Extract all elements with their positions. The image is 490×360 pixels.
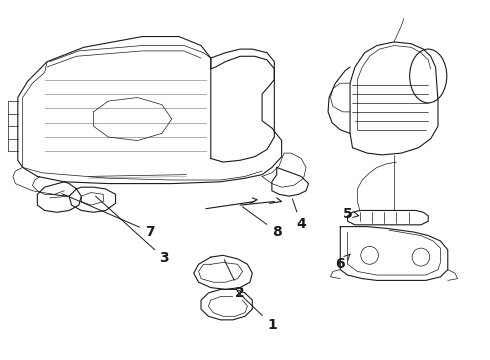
Text: 2: 2 <box>224 260 245 300</box>
Text: 5: 5 <box>343 207 359 221</box>
Text: 3: 3 <box>96 196 169 265</box>
Text: 7: 7 <box>62 194 154 239</box>
Text: 6: 6 <box>336 254 350 271</box>
Text: 4: 4 <box>293 199 306 231</box>
Text: 8: 8 <box>243 207 282 239</box>
Text: 1: 1 <box>237 291 277 332</box>
